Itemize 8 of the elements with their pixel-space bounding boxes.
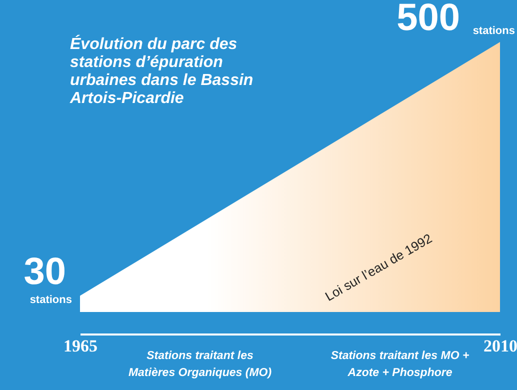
x-tick-label: 1965 [64,336,98,356]
data-label: 30 stations [24,250,72,306]
text: Évolution du parc des stations d’épuration urbaines dans le Bassin Artois-Picardie [69,34,254,107]
data-label: 500 stations [396,0,515,39]
x-tick-label: 2010 [484,336,517,356]
annotation: Loi sur l’eau de 1992 [322,230,435,304]
text: Stations traitant les Matières Organiques (MO) [128,350,272,379]
text: Stations traitant les MO + Azote + Phosphore [330,350,470,379]
